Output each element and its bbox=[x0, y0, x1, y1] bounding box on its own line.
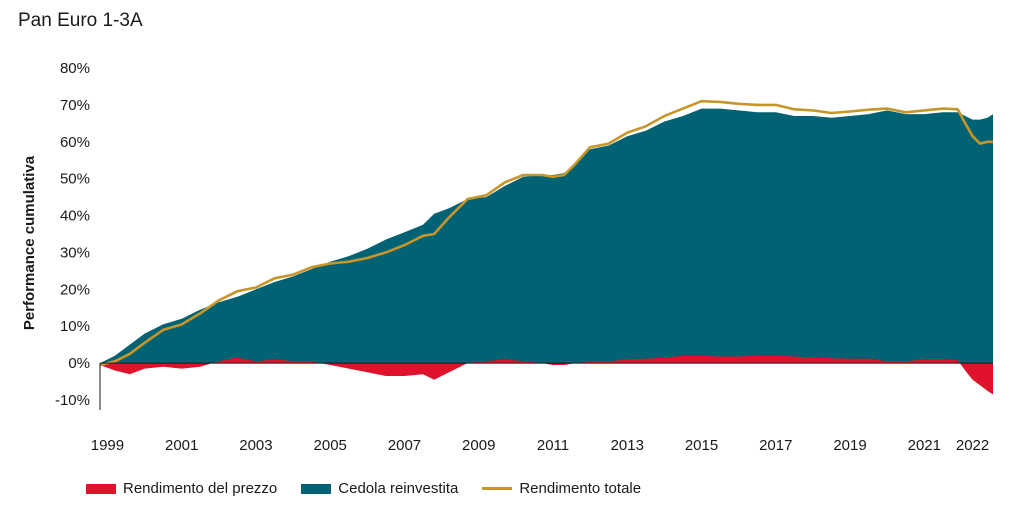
x-tick-label: 2005 bbox=[314, 437, 347, 454]
y-tick-label: 20% bbox=[60, 281, 90, 298]
plot-areas bbox=[99, 99, 993, 395]
y-tick-label: 70% bbox=[60, 97, 90, 114]
x-tick-label: 2015 bbox=[685, 437, 718, 454]
legend-swatch-coupon bbox=[301, 483, 332, 494]
legend-swatch-total bbox=[482, 487, 513, 490]
legend-item-coupon: Cedola reinvestita bbox=[301, 480, 458, 497]
legend-swatch-price bbox=[86, 483, 116, 494]
legend-label-total: Rendimento totale bbox=[519, 480, 642, 497]
series-area-cedola-reinvestita bbox=[100, 108, 993, 364]
x-axis-ticks: 1999 2001 2003 2005 2007 2009 2011 2013 2015 2017… bbox=[91, 437, 990, 454]
x-tick-label: 2022 bbox=[956, 437, 989, 454]
y-tick-label: 10% bbox=[60, 318, 90, 335]
y-tick-label: 0% bbox=[68, 355, 90, 372]
x-tick-label: 2003 bbox=[239, 437, 272, 454]
x-tick-label: 2011 bbox=[537, 437, 569, 454]
x-tick-label: 2001 bbox=[165, 437, 198, 454]
series-line-rendimento-totale bbox=[99, 99, 993, 367]
y-tick-label: 40% bbox=[60, 208, 90, 225]
y-tick-label: 60% bbox=[60, 134, 90, 151]
y-axis-label: Performance cumulativa bbox=[21, 155, 38, 330]
y-axis-ticks: 80% 70% 60% 50% 40% 30% 20% 10% 0% -10% bbox=[55, 60, 90, 409]
legend-label-coupon: Cedola reinvestita bbox=[338, 480, 459, 497]
chart-title: Pan Euro 1-3A bbox=[18, 10, 143, 31]
x-tick-label: 2019 bbox=[833, 437, 866, 454]
y-tick-label: 30% bbox=[60, 244, 90, 261]
y-tick-label: -10% bbox=[55, 392, 90, 409]
y-tick-label: 80% bbox=[60, 60, 90, 77]
legend-item-total: Rendimento totale bbox=[482, 480, 641, 497]
y-tick-label: 50% bbox=[60, 171, 90, 188]
legend: Rendimento del prezzo Cedola reinvestita… bbox=[86, 480, 665, 497]
x-tick-label: 2009 bbox=[462, 437, 495, 454]
x-tick-label: 2007 bbox=[388, 437, 421, 454]
x-tick-label: 2013 bbox=[611, 437, 644, 454]
legend-label-price: Rendimento del prezzo bbox=[123, 480, 278, 497]
x-tick-label: 1999 bbox=[91, 437, 124, 454]
x-tick-label: 2021 bbox=[908, 437, 941, 454]
x-tick-label: 2017 bbox=[759, 437, 792, 454]
legend-item-price: Rendimento del prezzo bbox=[86, 480, 277, 497]
